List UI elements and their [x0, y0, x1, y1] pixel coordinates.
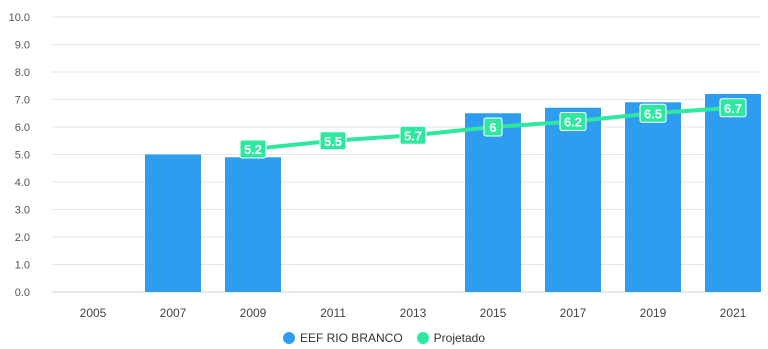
- x-axis: 2005 2007 2009 2011 2013 2015 2017 2019 2021: [80, 306, 747, 320]
- data-label: 5.2: [244, 142, 262, 157]
- chart-svg: 0.01.02.03.04.05.06.07.08.09.010.0 5.25.…: [9, 12, 761, 320]
- bar[interactable]: [625, 102, 681, 292]
- bar-series: [145, 94, 761, 292]
- legend-label-bars: EEF RIO BRANCO: [299, 331, 403, 345]
- bar[interactable]: [705, 94, 761, 292]
- bar[interactable]: [225, 157, 281, 292]
- x-tick-label: 2019: [640, 306, 667, 320]
- y-tick-label: 8.0: [15, 67, 30, 79]
- x-tick-label: 2007: [160, 306, 187, 320]
- x-tick-label: 2021: [720, 306, 747, 320]
- legend-marker-bars: [282, 332, 295, 344]
- x-tick-label: 2015: [480, 306, 507, 320]
- legend: EEF RIO BRANCO Projetado: [0, 328, 768, 348]
- data-label-box[interactable]: [239, 139, 267, 159]
- y-tick-label: 4.0: [15, 177, 30, 189]
- legend-marker-line: [416, 332, 429, 344]
- data-label-box[interactable]: [319, 131, 347, 151]
- x-tick-label: 2013: [400, 306, 427, 320]
- x-tick-label: 2005: [80, 306, 107, 320]
- y-tick-label: 5.0: [15, 150, 30, 162]
- data-label-box[interactable]: [399, 125, 427, 145]
- x-tick-label: 2017: [560, 306, 587, 320]
- y-tick-label: 0.0: [15, 287, 30, 299]
- line-series: 5.2 5.5 5.7 6 6.2 6.5 6.7: [239, 98, 747, 159]
- y-axis: 0.0 1.0 2.0 3.0 4.0 5.0 6.0 7.0 8.0 9.0 10.0: [9, 12, 30, 299]
- data-label: 6: [489, 120, 496, 135]
- data-label-box[interactable]: [559, 112, 587, 131]
- data-label: 6.2: [564, 115, 582, 130]
- data-label-box[interactable]: [483, 117, 503, 137]
- x-tick-label: 2009: [240, 306, 267, 320]
- y-tick-label: 10.0: [9, 12, 30, 24]
- data-label: 5.7: [404, 128, 422, 143]
- data-label: 6.7: [724, 101, 742, 116]
- legend-item-line[interactable]: Projetado: [416, 331, 486, 345]
- data-label-box[interactable]: [719, 98, 747, 118]
- y-tick-label: 7.0: [15, 95, 30, 107]
- y-tick-label: 2.0: [15, 232, 30, 244]
- y-tick-label: 3.0: [15, 205, 30, 217]
- y-tick-label: 1.0: [15, 260, 30, 272]
- bar[interactable]: [145, 154, 201, 293]
- legend-label-line: Projetado: [433, 331, 486, 345]
- data-label: 6.5: [644, 106, 662, 121]
- bar[interactable]: [545, 107, 601, 292]
- y-tick-label: 9.0: [15, 40, 30, 52]
- x-tick-label: 2011: [320, 306, 346, 320]
- legend-item-bars[interactable]: EEF RIO BRANCO: [282, 331, 403, 345]
- bar[interactable]: [465, 113, 521, 292]
- y-tick-label: 6.0: [15, 122, 30, 134]
- data-label: 5.5: [324, 134, 342, 149]
- data-label-box[interactable]: [639, 103, 667, 123]
